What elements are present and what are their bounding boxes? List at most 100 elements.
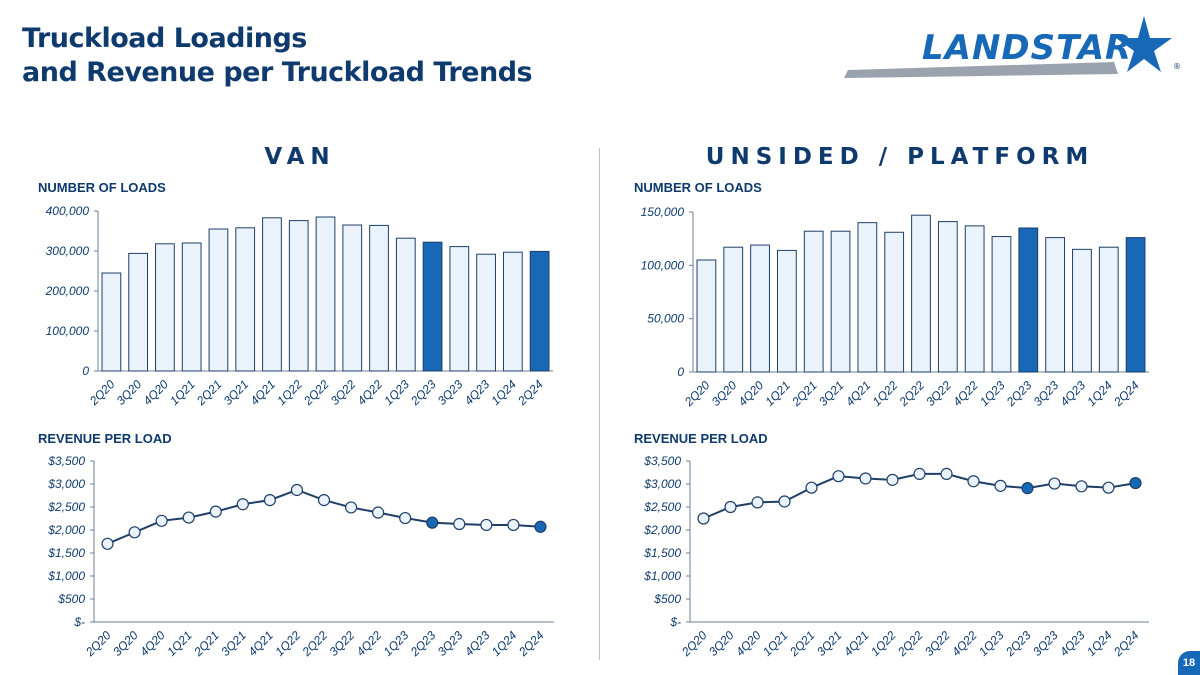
van-loads-x-tick-label: 3Q23 xyxy=(435,377,466,408)
platform-revenue-point xyxy=(1129,476,1142,490)
platform-revenue-y-tick-label: $2,500 xyxy=(643,500,681,514)
platform-revenue-x-tick-label: 2Q24 xyxy=(1110,628,1142,660)
platform-revenue-point xyxy=(832,470,845,483)
van-loads-bar xyxy=(529,250,550,372)
logo-registered-mark: ® xyxy=(1173,62,1181,71)
platform-loads-x-tick-label: 2Q23 xyxy=(1003,378,1035,410)
van-revenue-y-tick-label: $1,500 xyxy=(47,546,85,560)
platform-revenue-y-tick-label: $1,000 xyxy=(643,569,681,583)
platform-revenue-point xyxy=(751,496,764,509)
van-loads-bar xyxy=(395,237,416,372)
platform-revenue-point xyxy=(994,479,1007,492)
platform-revenue-x-tick-label: 1Q22 xyxy=(868,628,899,659)
platform-revenue-x-tick-label: 1Q23 xyxy=(976,628,1007,659)
van-revenue-y-tick-label: $3,000 xyxy=(47,477,85,491)
platform-revenue-y-tick-label: $- xyxy=(669,615,681,629)
van-loads-x-tick-label: 1Q24 xyxy=(488,377,519,408)
van-loads-bar xyxy=(369,224,389,372)
platform-revenue-point xyxy=(859,472,872,485)
van-revenue-x-tick-label: 2Q24 xyxy=(515,628,547,660)
van-revenue-x-tick-label: 3Q21 xyxy=(218,628,249,659)
platform-loads-y-tick-label: 0 xyxy=(677,365,684,379)
van-loads-x-tick-label: 2Q23 xyxy=(407,377,439,409)
platform-revenue-x-tick-label: 3Q20 xyxy=(706,628,737,659)
van-loads-y-tick-label: 200,000 xyxy=(45,284,90,298)
platform-revenue-x-tick-label: 2Q22 xyxy=(894,628,926,660)
platform-loads-bar xyxy=(857,222,878,373)
van-revenue-x-tick-label: 1Q23 xyxy=(381,628,412,659)
van-revenue-point xyxy=(372,506,385,519)
van-loads-x-tick-label: 2Q24 xyxy=(514,377,546,409)
platform-loads-x-tick-label: 1Q22 xyxy=(870,378,901,409)
platform-revenue-point xyxy=(724,500,737,514)
platform-revenue-x-tick-label: 2Q21 xyxy=(786,628,817,659)
van-revenue-title: REVENUE PER LOAD xyxy=(38,431,172,446)
van-revenue-x-tick-label: 2Q23 xyxy=(407,628,439,660)
platform-revenue-point xyxy=(697,512,710,525)
van-loads-x-tick-label: 2Q22 xyxy=(300,377,332,409)
platform-revenue-point xyxy=(1075,480,1088,493)
platform-loads-x-tick-label: 4Q20 xyxy=(736,378,767,409)
page-title-line-1: Truckload Loadings xyxy=(22,23,307,54)
van-revenue-point xyxy=(209,505,222,518)
van-loads-x-tick-label: 1Q23 xyxy=(381,377,412,408)
platform-revenue-point xyxy=(805,481,818,494)
platform-loads-bar xyxy=(803,230,824,373)
section-heading-van: VAN xyxy=(264,144,336,170)
van-revenue-point xyxy=(290,483,304,497)
platform-loads-bar xyxy=(964,225,985,373)
van-revenue-point xyxy=(480,518,493,532)
van-revenue-y-tick-label: $2,000 xyxy=(47,523,85,537)
van-revenue-x-tick-label: 3Q20 xyxy=(110,628,141,659)
platform-revenue-y-tick-label: $1,500 xyxy=(643,546,681,560)
platform-loads-bar xyxy=(1072,248,1092,373)
platform-loads-x-tick-label: 1Q24 xyxy=(1084,378,1115,409)
van-loads-bar xyxy=(235,227,256,372)
platform-loads-bar xyxy=(1098,246,1119,373)
van-loads-x-tick-label: 3Q21 xyxy=(221,377,252,408)
van-revenue-x-tick-label: 3Q22 xyxy=(327,628,358,659)
platform-revenue-point xyxy=(778,495,791,508)
van-loads-y-tick-label: 100,000 xyxy=(46,324,90,338)
van-loads-bar xyxy=(476,253,496,372)
platform-loads-x-tick-label: 4Q21 xyxy=(843,378,874,409)
van-revenue-y-tick-label: $2,500 xyxy=(47,500,85,514)
platform-loads-bar xyxy=(1125,237,1146,373)
van-revenue-point xyxy=(344,501,358,514)
van-loads-bar xyxy=(128,252,149,372)
van-revenue-x-tick-label: 4Q22 xyxy=(354,628,385,659)
van-revenue-x-tick-label: 2Q21 xyxy=(191,628,222,659)
platform-revenue-x-tick-label: 4Q20 xyxy=(733,628,764,659)
platform-revenue-x-tick-label: 3Q23 xyxy=(1030,628,1061,659)
platform-revenue-point xyxy=(967,475,980,488)
platform-revenue-title: REVENUE PER LOAD xyxy=(634,431,768,446)
platform-loads-y-tick-label: 100,000 xyxy=(641,258,685,272)
van-revenue-x-tick-label: 3Q23 xyxy=(435,628,466,659)
van-loads-bar xyxy=(315,216,336,372)
platform-revenue-point xyxy=(940,467,953,480)
van-loads-title: NUMBER OF LOADS xyxy=(38,180,166,195)
van-loads-y-tick-label: 400,000 xyxy=(46,204,90,218)
platform-revenue-point xyxy=(1048,477,1061,490)
platform-revenue-x-tick-label: 4Q22 xyxy=(949,628,980,659)
van-revenue-y-tick-label: $- xyxy=(73,615,85,629)
platform-loads-x-tick-label: 1Q21 xyxy=(762,378,793,409)
van-revenue-point xyxy=(507,518,520,532)
van-loads-x-tick-label: 3Q20 xyxy=(114,377,145,408)
van-revenue-point xyxy=(236,498,249,511)
platform-revenue-point xyxy=(913,467,926,480)
platform-revenue-point xyxy=(1021,482,1034,495)
logo-star-icon xyxy=(1116,16,1172,72)
platform-loads-bar xyxy=(723,246,744,373)
van-loads-x-tick-label: 2Q20 xyxy=(86,377,118,409)
platform-revenue-y-tick-label: $3,500 xyxy=(643,454,681,468)
van-revenue-y-tick-label: $500 xyxy=(57,592,85,606)
platform-loads-bar xyxy=(776,249,797,373)
platform-loads-bar xyxy=(884,231,905,373)
platform-revenue-x-tick-label: 4Q21 xyxy=(841,628,872,659)
page-number-badge: 18 xyxy=(1178,651,1200,675)
platform-revenue-x-tick-label: 3Q21 xyxy=(814,628,845,659)
van-loads-bar xyxy=(262,217,282,372)
platform-revenue-x-tick-label: 1Q21 xyxy=(760,628,791,659)
platform-revenue-x-tick-label: 1Q24 xyxy=(1084,628,1115,659)
